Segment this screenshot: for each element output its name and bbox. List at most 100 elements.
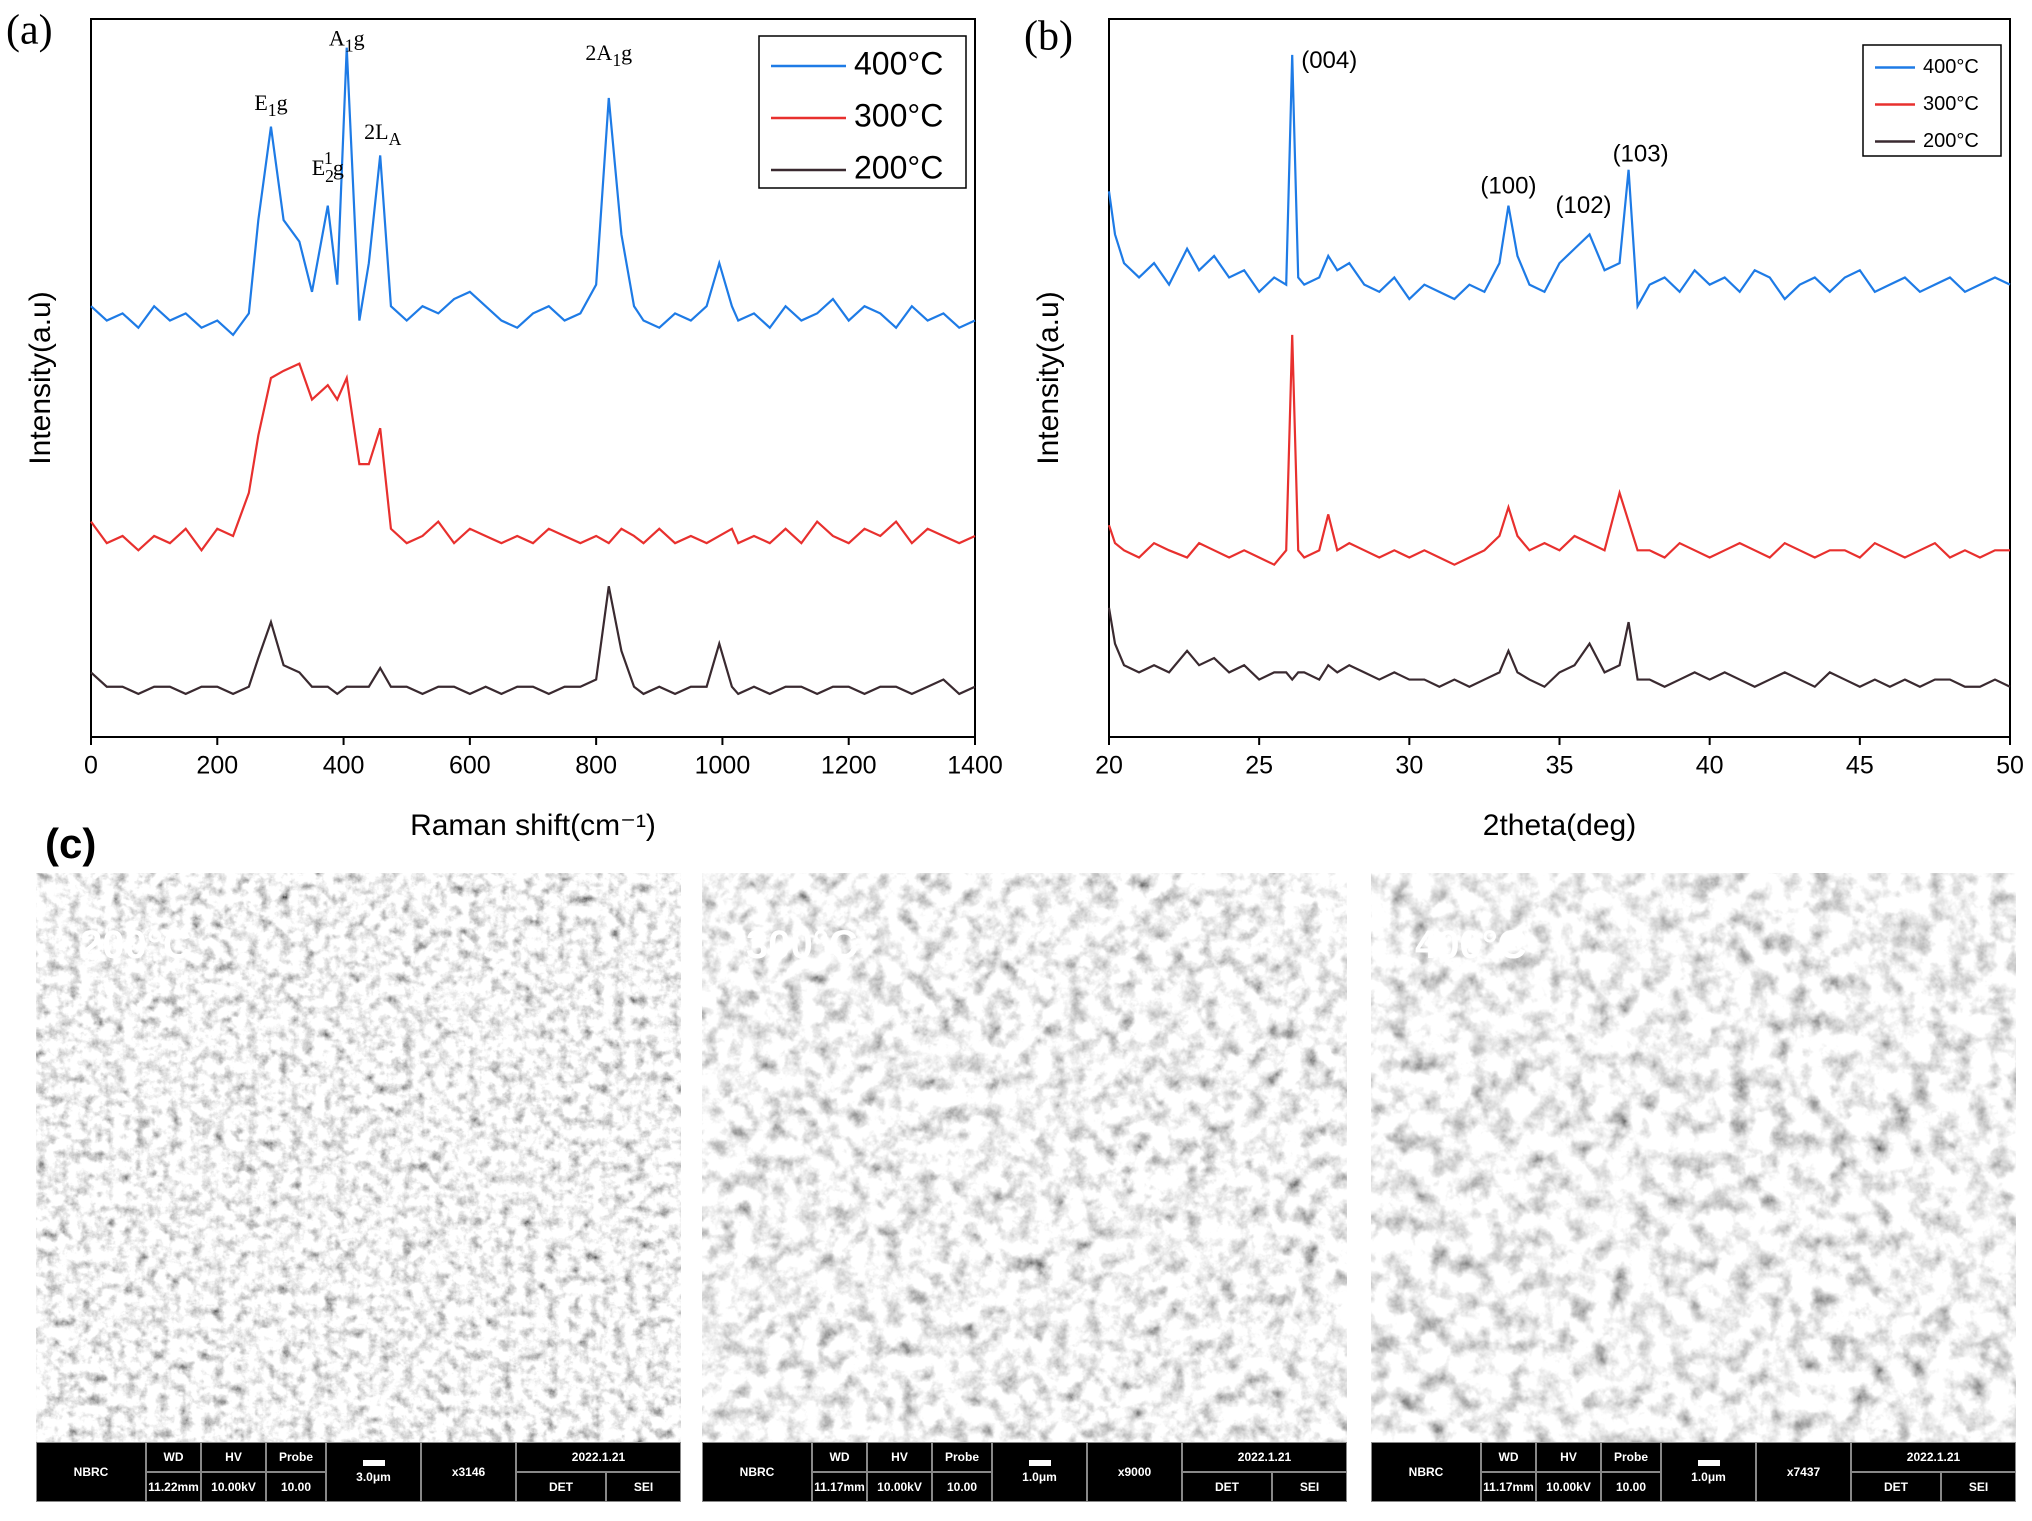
x-tick-label: 0 [84, 752, 98, 780]
info-head: Probe [1601, 1442, 1661, 1472]
scale-bar: 3.0μm [326, 1442, 421, 1502]
info-bar: NBRC WD HV Probe 1.0μm x7437 2022.1.21 11.17mm 1… [1371, 1442, 2016, 1502]
info-val: 10.00 [1601, 1472, 1661, 1502]
panel-label: (c) [45, 820, 97, 867]
x-tick-label: 20 [1095, 752, 1123, 780]
x-tick-label: 200 [196, 752, 238, 780]
annotation: (100) [1480, 173, 1536, 200]
annotation-sub: A [389, 129, 402, 149]
legend-label: 300°C [854, 97, 943, 133]
series-line [1107, 54, 2011, 310]
sem-noise [702, 873, 1347, 1502]
info-mag: x7437 [1756, 1442, 1851, 1502]
series-line [90, 47, 976, 337]
info-org: NBRC [36, 1442, 146, 1502]
info-val: 11.17mm [1481, 1472, 1536, 1502]
info-head: DET [1182, 1472, 1272, 1502]
x-tick-label: 40 [1696, 752, 1724, 780]
legend-label: 400°C [1923, 56, 1979, 78]
info-date: 2022.1.21 [1851, 1442, 2016, 1472]
info-head: DET [1851, 1472, 1941, 1502]
plot-frame [90, 18, 976, 738]
annotation-text: (102) [1556, 192, 1612, 219]
scale-text: 3.0μm [356, 1470, 391, 1484]
scale-bar: 1.0μm [992, 1442, 1087, 1502]
sem-label: 200°C [80, 923, 192, 967]
x-tick-label: 35 [1546, 752, 1574, 780]
scale-bar: 1.0μm [1661, 1442, 1756, 1502]
x-tick-label: 800 [575, 752, 617, 780]
annotation-text: 2L [364, 119, 388, 144]
info-val: 10.00kV [1536, 1472, 1601, 1502]
info-val: SEI [606, 1472, 681, 1502]
series-line [90, 362, 976, 553]
sem-image: 400°C NBRC WD HV Probe 1.0μm x7437 2022.1.21 11.… [1371, 873, 2016, 1502]
info-mag: x3146 [421, 1442, 516, 1502]
annotation-text: (100) [1480, 173, 1536, 200]
annotation-sub: 1 [612, 50, 621, 70]
scale-line [1028, 1460, 1051, 1466]
x-tick-label: 1000 [695, 752, 751, 780]
info-val: 11.22mm [146, 1472, 201, 1502]
annotation: 2LA [364, 119, 401, 149]
sem-texture [1371, 873, 2016, 1502]
annotation-text: E [254, 90, 267, 115]
annotation-text: (004) [1301, 47, 1357, 74]
x-tick-label: 1400 [947, 752, 1003, 780]
annotation-text: 2A [585, 40, 612, 65]
info-mag: x9000 [1087, 1442, 1182, 1502]
info-head: WD [1481, 1442, 1536, 1472]
x-tick-label: 30 [1395, 752, 1423, 780]
scale-line [1697, 1460, 1720, 1466]
annotation-sub: 1 [345, 36, 354, 56]
info-val: 10.00 [266, 1472, 326, 1502]
legend-label: 400°C [854, 45, 943, 81]
sem-label: 400°C [1415, 923, 1527, 967]
info-val: 11.17mm [812, 1472, 867, 1502]
info-head: Probe [932, 1442, 992, 1472]
annotation-text: E [312, 155, 325, 180]
sem-image: 300°C NBRC WD HV Probe 1.0μm x9000 2022.1.21 11.… [702, 873, 1347, 1502]
legend-label: 200°C [854, 149, 943, 185]
info-val: 10.00 [932, 1472, 992, 1502]
annotation-tail: g [621, 40, 632, 65]
x-tick-label: 400 [323, 752, 365, 780]
annotation-sub: 1 [268, 100, 277, 120]
sem-label: 300°C [746, 923, 858, 967]
x-tick-label: 25 [1245, 752, 1273, 780]
info-val: 10.00kV [201, 1472, 266, 1502]
info-date: 2022.1.21 [516, 1442, 681, 1472]
annotation: E1g [254, 90, 287, 120]
info-bar: NBRC WD HV Probe 1.0μm x9000 2022.1.21 11.17mm 1… [702, 1442, 1347, 1502]
info-head: HV [867, 1442, 932, 1472]
annotation-text: A [329, 26, 345, 51]
annotation-sup: 1 [324, 148, 333, 168]
info-head: WD [146, 1442, 201, 1472]
panel-label: (b) [1024, 14, 1073, 60]
x-tick-label: 45 [1846, 752, 1874, 780]
series-line [1107, 334, 2010, 567]
y-axis-title: Intensity(a.u) [24, 291, 57, 464]
info-head: DET [516, 1472, 606, 1502]
legend-box [758, 35, 967, 189]
annotation-text: (103) [1613, 141, 1669, 168]
info-bar: NBRC WD HV Probe 3.0μm x3146 2022.1.21 11.22mm 1… [36, 1442, 681, 1502]
legend-label: 300°C [1923, 93, 1979, 115]
info-val: SEI [1272, 1472, 1347, 1502]
annotation: 2A1g [585, 40, 632, 70]
series-line [90, 586, 976, 696]
annotation-tail: g [277, 90, 288, 115]
x-tick-label: 1200 [821, 752, 877, 780]
x-axis-title: 2theta(deg) [1483, 809, 1636, 842]
annotation-sup: 2 [325, 166, 334, 186]
sem-texture [36, 873, 681, 1502]
scale-text: 1.0μm [1691, 1470, 1726, 1484]
sem-noise [36, 873, 681, 1502]
x-tick-label: 50 [1996, 752, 2024, 780]
x-tick-label: 600 [449, 752, 491, 780]
series-line [1107, 607, 2011, 689]
info-head: WD [812, 1442, 867, 1472]
annotation-tail: g [333, 155, 344, 180]
sem-texture [702, 873, 1347, 1502]
annotation: E21g [312, 148, 344, 186]
